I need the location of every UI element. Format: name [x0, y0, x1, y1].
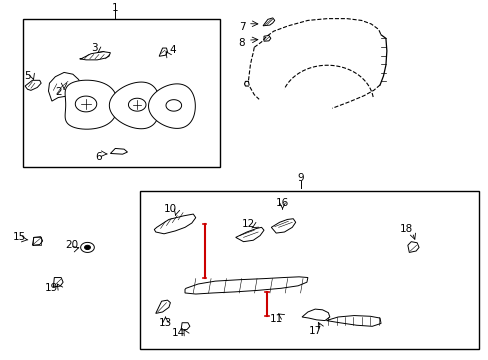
- Polygon shape: [53, 278, 63, 287]
- Text: 11: 11: [269, 314, 282, 324]
- Polygon shape: [326, 316, 380, 326]
- Polygon shape: [109, 82, 160, 129]
- Text: 20: 20: [65, 240, 78, 250]
- Text: 6: 6: [95, 152, 102, 162]
- Text: 13: 13: [159, 319, 172, 328]
- Text: 1: 1: [112, 3, 119, 13]
- Text: 8: 8: [238, 38, 245, 48]
- Polygon shape: [156, 300, 170, 314]
- Polygon shape: [271, 219, 295, 233]
- Text: 16: 16: [275, 198, 288, 208]
- Text: 19: 19: [45, 283, 59, 293]
- Polygon shape: [264, 36, 270, 41]
- Text: 4: 4: [169, 45, 176, 55]
- Polygon shape: [65, 80, 118, 129]
- Polygon shape: [165, 100, 181, 111]
- Polygon shape: [154, 214, 195, 234]
- Polygon shape: [235, 227, 264, 242]
- Polygon shape: [25, 80, 41, 90]
- Text: 7: 7: [238, 22, 245, 32]
- Polygon shape: [302, 309, 329, 320]
- Polygon shape: [48, 72, 81, 101]
- Text: 3: 3: [91, 43, 98, 53]
- Polygon shape: [110, 148, 127, 154]
- Polygon shape: [184, 277, 307, 294]
- Polygon shape: [181, 323, 189, 330]
- Text: 5: 5: [24, 71, 31, 81]
- Polygon shape: [263, 18, 274, 26]
- Polygon shape: [81, 242, 94, 252]
- Text: 15: 15: [13, 232, 26, 242]
- Text: 2: 2: [55, 87, 61, 97]
- Polygon shape: [80, 51, 110, 60]
- Polygon shape: [128, 98, 146, 111]
- Polygon shape: [75, 96, 97, 112]
- Text: 14: 14: [172, 328, 185, 338]
- Text: 18: 18: [399, 225, 412, 234]
- Polygon shape: [407, 242, 418, 252]
- Polygon shape: [148, 84, 195, 129]
- Polygon shape: [32, 237, 42, 245]
- Bar: [22, 19, 220, 167]
- Text: 9: 9: [297, 173, 303, 183]
- Text: 10: 10: [163, 204, 177, 215]
- Text: 12: 12: [241, 219, 255, 229]
- Bar: [140, 191, 478, 348]
- Text: 17: 17: [308, 325, 321, 336]
- Polygon shape: [84, 245, 90, 249]
- Polygon shape: [159, 48, 167, 56]
